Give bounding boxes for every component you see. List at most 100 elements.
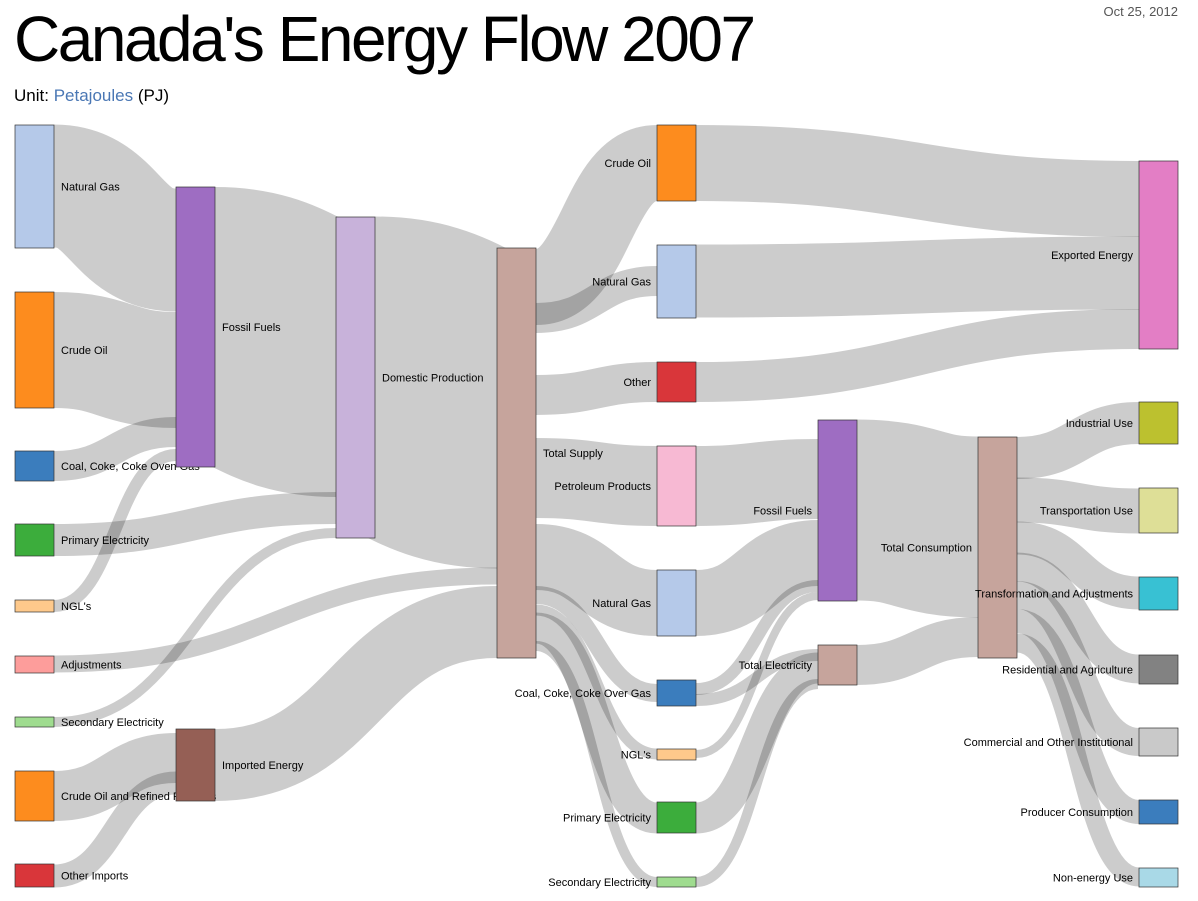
node-box-fossil1[interactable] <box>175 186 216 468</box>
link-totcons-to-transport[interactable] <box>1016 477 1140 534</box>
node-transport[interactable]: Transportation Use <box>1040 487 1179 534</box>
link-primelec_mid-to-totelec[interactable] <box>693 652 821 834</box>
node-box-primelec_src[interactable] <box>14 523 55 557</box>
node-box-crude_src[interactable] <box>14 291 55 409</box>
node-fossil1[interactable]: Fossil Fuels <box>175 186 281 468</box>
link-otherimp_src-to-imported[interactable] <box>52 771 178 888</box>
node-otherimp_src[interactable]: Other Imports <box>14 863 129 888</box>
node-primelec_mid[interactable]: Primary Electricity <box>563 801 697 834</box>
link-fossil2-to-totcons[interactable] <box>854 419 981 618</box>
link-other_mid-to-exported[interactable] <box>695 309 1140 402</box>
node-box-primelec_mid[interactable] <box>656 801 697 834</box>
node-box-fossil2[interactable] <box>817 419 858 602</box>
link-fossil1-to-domestic[interactable] <box>204 187 347 497</box>
node-box-nonenergy[interactable] <box>1138 867 1179 888</box>
node-box-adj_src[interactable] <box>14 655 55 674</box>
link-totcons-to-transform[interactable] <box>1016 521 1140 610</box>
node-box-ngl_mid[interactable] <box>656 748 697 761</box>
link-cruderef_src-to-imported[interactable] <box>52 733 178 821</box>
node-box-transport[interactable] <box>1138 487 1179 534</box>
node-industrial[interactable]: Industrial Use <box>1066 401 1179 445</box>
node-ng_mid[interactable]: Natural Gas <box>592 244 697 319</box>
node-exported[interactable]: Exported Energy <box>1051 160 1179 350</box>
node-box-secelec_mid[interactable] <box>656 876 697 888</box>
link-supply-to-coal_mid[interactable] <box>535 586 658 702</box>
node-petro[interactable]: Petroleum Products <box>554 445 697 527</box>
node-box-coal_mid[interactable] <box>656 679 697 707</box>
node-box-ng_mid[interactable] <box>656 244 697 319</box>
node-fossil2[interactable]: Fossil Fuels <box>753 419 858 602</box>
link-supply-to-ng_mid[interactable] <box>535 266 658 333</box>
node-box-transform[interactable] <box>1138 576 1179 611</box>
link-coal_mid-to-fossil2[interactable] <box>695 580 819 695</box>
link-supply-to-ng_mid2[interactable] <box>534 524 659 636</box>
node-adj_src[interactable]: Adjustments <box>14 655 122 674</box>
node-box-industrial[interactable] <box>1138 401 1179 445</box>
link-totcons-to-industrial[interactable] <box>1016 402 1140 479</box>
link-supply-to-crude_mid[interactable] <box>531 125 662 325</box>
link-imported-to-supply[interactable] <box>213 586 499 801</box>
link-crude_src-to-fossil1[interactable] <box>52 292 178 428</box>
link-supply-to-other_mid[interactable] <box>535 362 658 415</box>
link-coal_mid-to-totelec[interactable] <box>695 649 819 706</box>
node-box-otherimp_src[interactable] <box>14 863 55 888</box>
node-other_mid[interactable]: Other <box>623 361 697 403</box>
node-box-cruderef_src[interactable] <box>14 770 55 822</box>
link-supply-to-primelec_mid[interactable] <box>533 612 660 834</box>
node-primelec_src[interactable]: Primary Electricity <box>14 523 150 557</box>
node-coal_mid[interactable]: Coal, Coke, Coke Over Gas <box>515 679 697 707</box>
link-coal_src-to-fossil1[interactable] <box>53 417 177 481</box>
link-ng_src-to-fossil1[interactable] <box>49 124 181 312</box>
link-totcons-to-residential[interactable] <box>1015 552 1141 684</box>
link-ngl_src-to-fossil1[interactable] <box>53 449 177 612</box>
node-box-other_mid[interactable] <box>656 361 697 403</box>
link-supply-to-petro[interactable] <box>535 438 658 526</box>
node-producer[interactable]: Producer Consumption <box>1020 799 1179 825</box>
link-primelec_src-to-domestic[interactable] <box>53 492 337 556</box>
node-box-producer[interactable] <box>1138 799 1179 825</box>
link-supply-to-ngl_mid[interactable] <box>535 604 658 760</box>
link-ng_mid2-to-fossil2[interactable] <box>694 520 820 636</box>
link-crude_mid-to-exported[interactable] <box>695 125 1140 237</box>
link-totcons-to-nonenergy[interactable] <box>1015 633 1141 887</box>
node-commercial[interactable]: Commercial and Other Institutional <box>964 727 1179 757</box>
node-box-ngl_src[interactable] <box>14 599 55 613</box>
node-box-imported[interactable] <box>175 728 216 802</box>
link-ng_mid-to-exported[interactable] <box>695 236 1140 318</box>
node-box-commercial[interactable] <box>1138 727 1179 757</box>
node-box-totelec[interactable] <box>817 644 858 686</box>
link-domestic-to-supply[interactable] <box>355 216 517 569</box>
node-box-coal_src[interactable] <box>14 450 55 482</box>
node-box-petro[interactable] <box>656 445 697 527</box>
node-ngl_src[interactable]: NGL's <box>14 599 92 613</box>
node-ngl_mid[interactable]: NGL's <box>621 748 697 762</box>
node-totcons[interactable]: Total Consumption <box>881 436 1018 659</box>
link-ngl_mid-to-fossil2[interactable] <box>695 592 819 758</box>
node-supply[interactable]: Total Supply <box>496 247 603 659</box>
node-box-secelec_src[interactable] <box>14 716 55 728</box>
unit-link[interactable]: Petajoules <box>53 86 134 105</box>
node-box-domestic[interactable] <box>335 216 376 539</box>
node-box-ng_mid2[interactable] <box>656 569 697 637</box>
node-secelec_mid[interactable]: Secondary Electricity <box>548 876 697 889</box>
node-nonenergy[interactable]: Non-energy Use <box>1053 867 1179 888</box>
node-box-exported[interactable] <box>1138 160 1179 350</box>
link-secelec_src-to-domestic[interactable] <box>53 528 337 727</box>
node-box-crude_mid[interactable] <box>656 124 697 202</box>
node-residential[interactable]: Residential and Agriculture <box>1002 654 1179 685</box>
node-box-residential[interactable] <box>1138 654 1179 685</box>
node-domestic[interactable]: Domestic Production <box>335 216 484 539</box>
node-box-ng_src[interactable] <box>14 124 55 249</box>
node-box-totcons[interactable] <box>977 436 1018 659</box>
link-totcons-to-commercial[interactable] <box>1015 581 1141 756</box>
node-transform[interactable]: Transformation and Adjustments <box>975 576 1179 611</box>
link-supply-to-secelec_mid[interactable] <box>535 641 658 887</box>
node-secelec_src[interactable]: Secondary Electricity <box>14 716 164 729</box>
link-petro-to-fossil2[interactable] <box>695 439 819 526</box>
node-crude_src[interactable]: Crude Oil <box>14 291 107 409</box>
node-coal_src[interactable]: Coal, Coke, Coke Oven Gas <box>14 450 200 482</box>
link-totelec-to-totcons[interactable] <box>856 617 979 685</box>
node-box-supply[interactable] <box>496 247 537 659</box>
link-secelec_mid-to-totelec[interactable] <box>695 679 819 887</box>
node-ng_src[interactable]: Natural Gas <box>14 124 120 249</box>
